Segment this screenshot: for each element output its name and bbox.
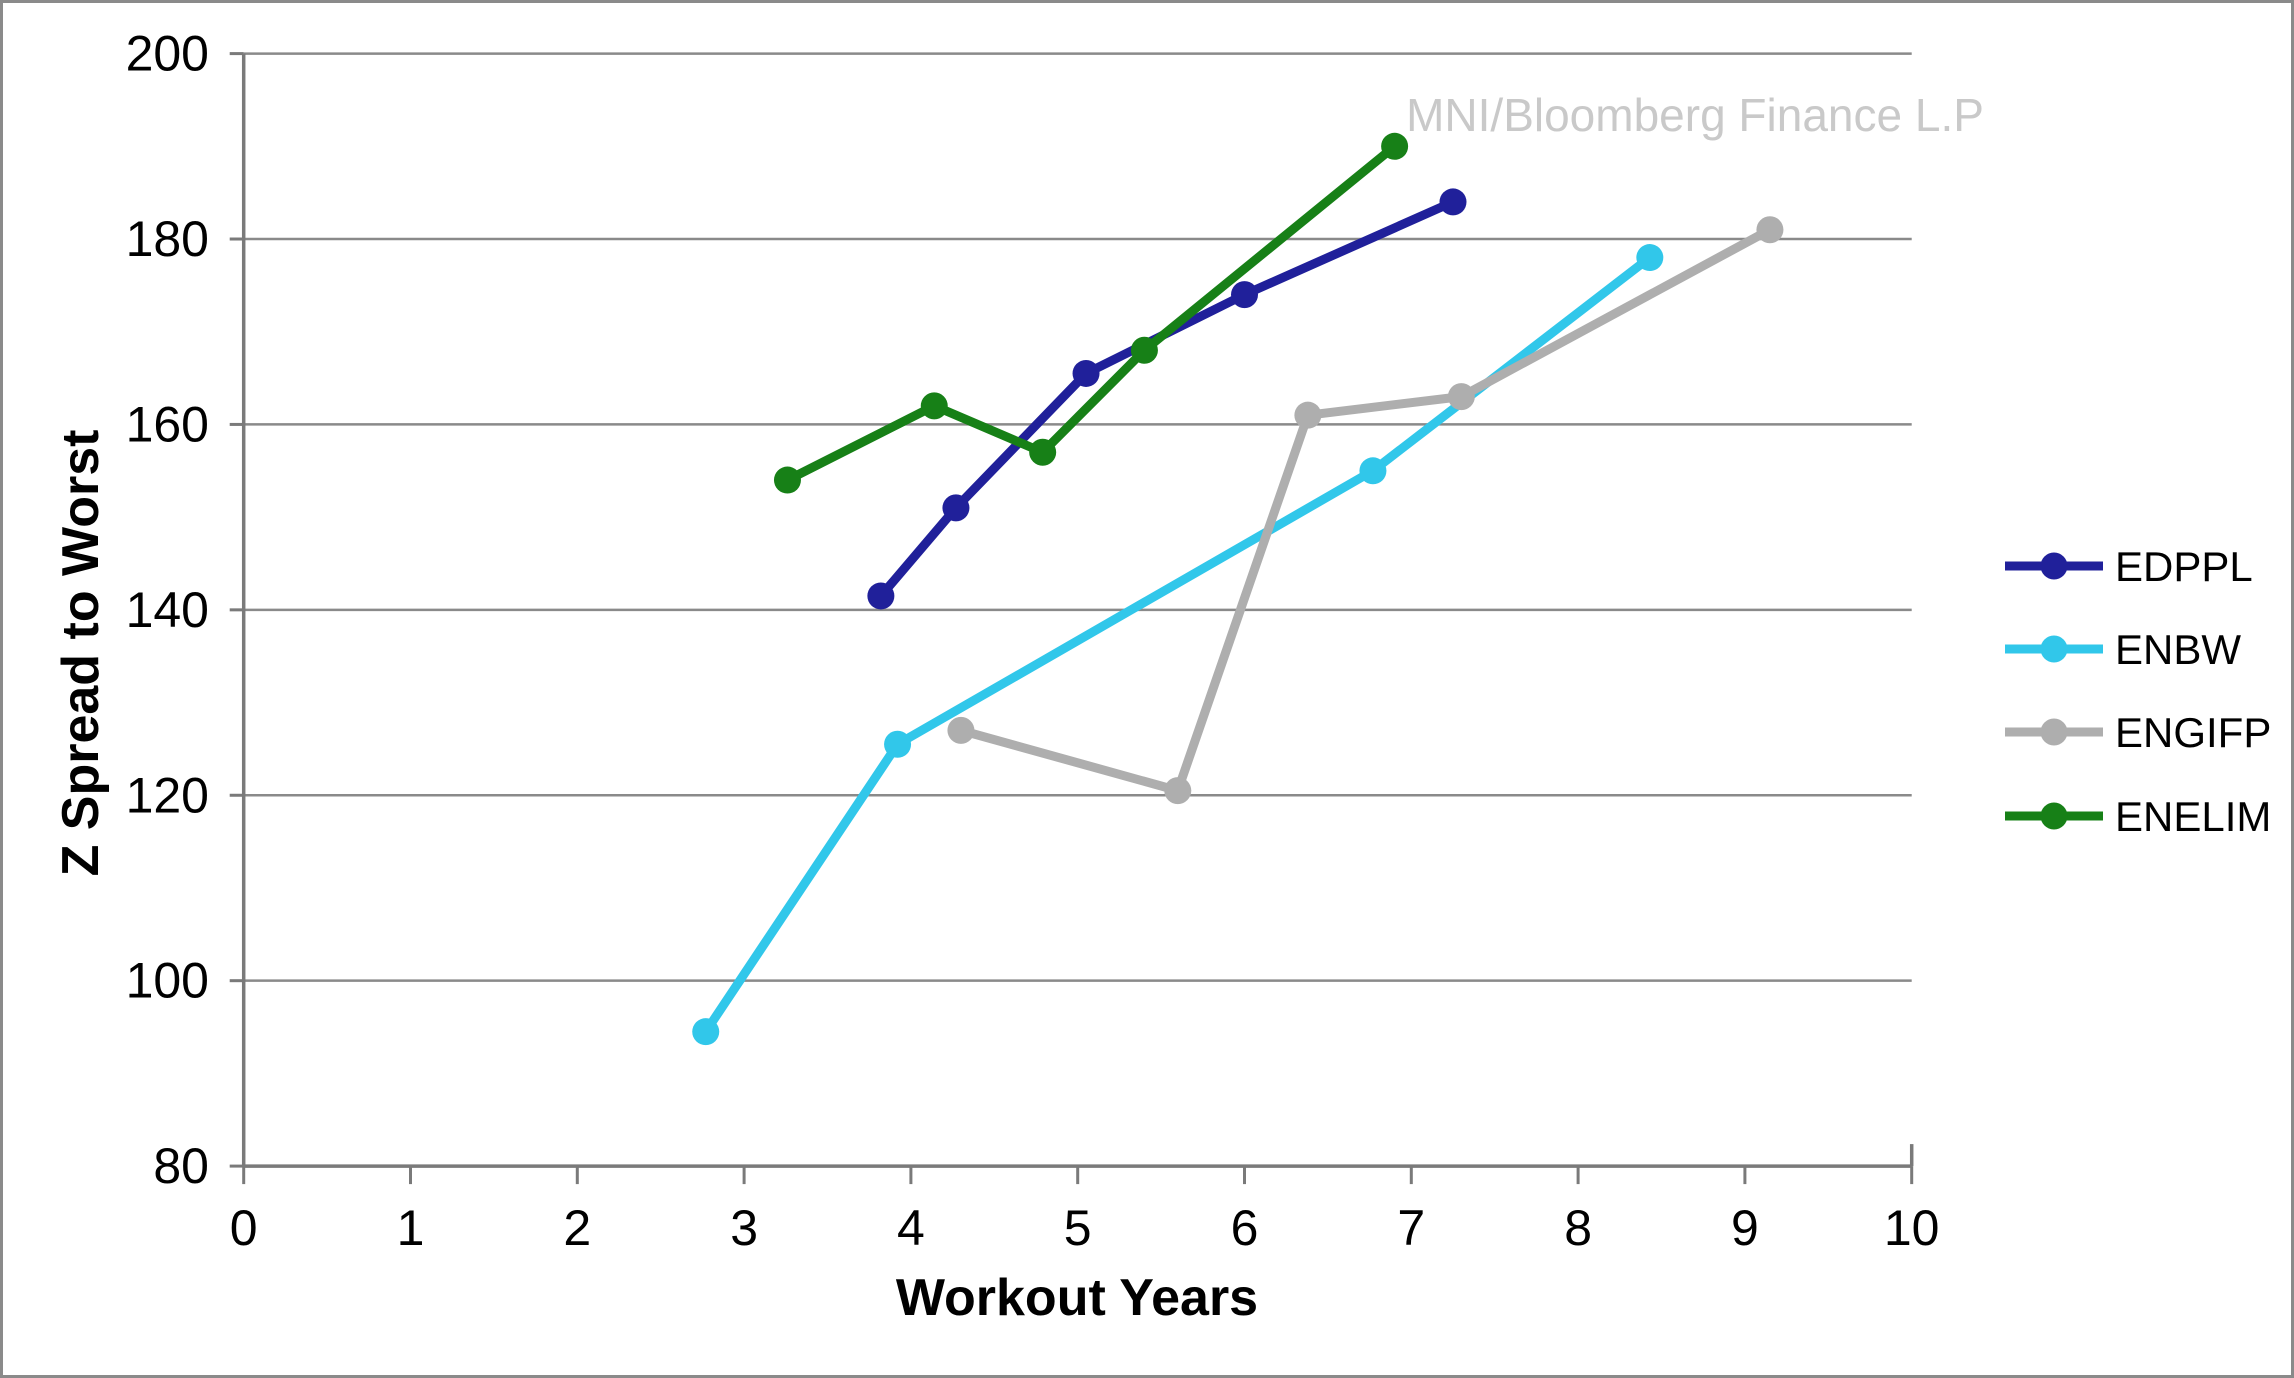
y-tick-label: 100 bbox=[126, 953, 209, 1009]
x-axis-title: Workout Years bbox=[896, 1269, 1258, 1327]
legend-label: ENBW bbox=[2115, 626, 2241, 673]
series-line-EDPPL bbox=[876, 197, 1458, 601]
legend-label: EDPPL bbox=[2115, 543, 2253, 590]
legend-marker-swatch bbox=[2040, 635, 2068, 663]
legend-item-ENELIM: ENELIM bbox=[2005, 793, 2271, 840]
data-point-EDPPL bbox=[867, 582, 895, 610]
x-tick-label: 0 bbox=[230, 1200, 258, 1256]
data-point-ENELIM bbox=[1029, 438, 1057, 466]
legend-label: ENELIM bbox=[2115, 793, 2271, 840]
grid-layer bbox=[243, 52, 1912, 982]
y-tick-label: 160 bbox=[126, 396, 209, 452]
y-tick-label: 200 bbox=[126, 26, 209, 82]
y-tick-label: 180 bbox=[126, 211, 209, 267]
data-point-ENBW bbox=[692, 1018, 720, 1046]
data-point-EDPPL bbox=[942, 494, 970, 522]
data-point-ENELIM bbox=[920, 392, 948, 420]
series-line-ENGIFP bbox=[956, 225, 1775, 796]
data-point-ENBW bbox=[1359, 457, 1387, 485]
legend: EDPPL ENBW ENGIFP ENELIM bbox=[2005, 543, 2271, 840]
x-tick-label: 6 bbox=[1231, 1200, 1259, 1256]
legend-item-EDPPL: EDPPL bbox=[2005, 543, 2253, 590]
x-tick-label: 9 bbox=[1731, 1200, 1759, 1256]
data-point-ENGIFP bbox=[1756, 216, 1784, 244]
data-point-ENBW bbox=[884, 730, 912, 758]
y-tick-label: 120 bbox=[126, 767, 209, 823]
data-point-ENELIM bbox=[1130, 336, 1158, 364]
y-axis-title: Z Spread to Worst bbox=[52, 430, 110, 877]
data-point-ENELIM bbox=[1381, 132, 1409, 160]
data-point-EDPPL bbox=[1439, 188, 1467, 216]
y-tick-label: 80 bbox=[153, 1138, 209, 1194]
x-tick-label: 8 bbox=[1564, 1200, 1592, 1256]
data-point-ENGIFP bbox=[947, 716, 975, 744]
x-tick-label: 2 bbox=[563, 1200, 591, 1256]
line-chart: 80 100 120 140 160 180 200 0 1 2 3 4 5 6 7 8 9 10 EDPPL EN… bbox=[52, 26, 2271, 1327]
y-tick-label: 140 bbox=[126, 582, 209, 638]
data-point-ENGIFP bbox=[1164, 777, 1192, 805]
legend-label: ENGIFP bbox=[2115, 709, 2271, 756]
axis-layer: 80 100 120 140 160 180 200 0 1 2 3 4 5 6 7 8 9 10 bbox=[126, 26, 1940, 1256]
x-tick-label: 3 bbox=[730, 1200, 758, 1256]
legend-item-ENBW: ENBW bbox=[2005, 626, 2241, 673]
x-tick-label: 4 bbox=[897, 1200, 925, 1256]
series-layer bbox=[692, 132, 1784, 1046]
legend-item-ENGIFP: ENGIFP bbox=[2005, 709, 2271, 756]
legend-marker-swatch bbox=[2040, 552, 2068, 580]
data-point-ENELIM bbox=[773, 466, 801, 494]
data-point-EDPPL bbox=[1231, 281, 1258, 309]
legend-marker-swatch bbox=[2040, 802, 2068, 830]
data-point-ENBW bbox=[1636, 244, 1664, 272]
x-tick-label: 1 bbox=[397, 1200, 425, 1256]
x-tick-label: 7 bbox=[1397, 1200, 1425, 1256]
x-tick-label: 10 bbox=[1884, 1200, 1940, 1256]
watermark: MNI/Bloomberg Finance L.P bbox=[1406, 89, 1984, 141]
legend-marker-swatch bbox=[2040, 718, 2068, 746]
x-tick-label: 5 bbox=[1064, 1200, 1092, 1256]
data-point-ENGIFP bbox=[1294, 401, 1322, 429]
data-point-EDPPL bbox=[1072, 359, 1100, 387]
series-line-ENBW bbox=[701, 253, 1655, 1037]
data-point-ENGIFP bbox=[1447, 383, 1475, 411]
